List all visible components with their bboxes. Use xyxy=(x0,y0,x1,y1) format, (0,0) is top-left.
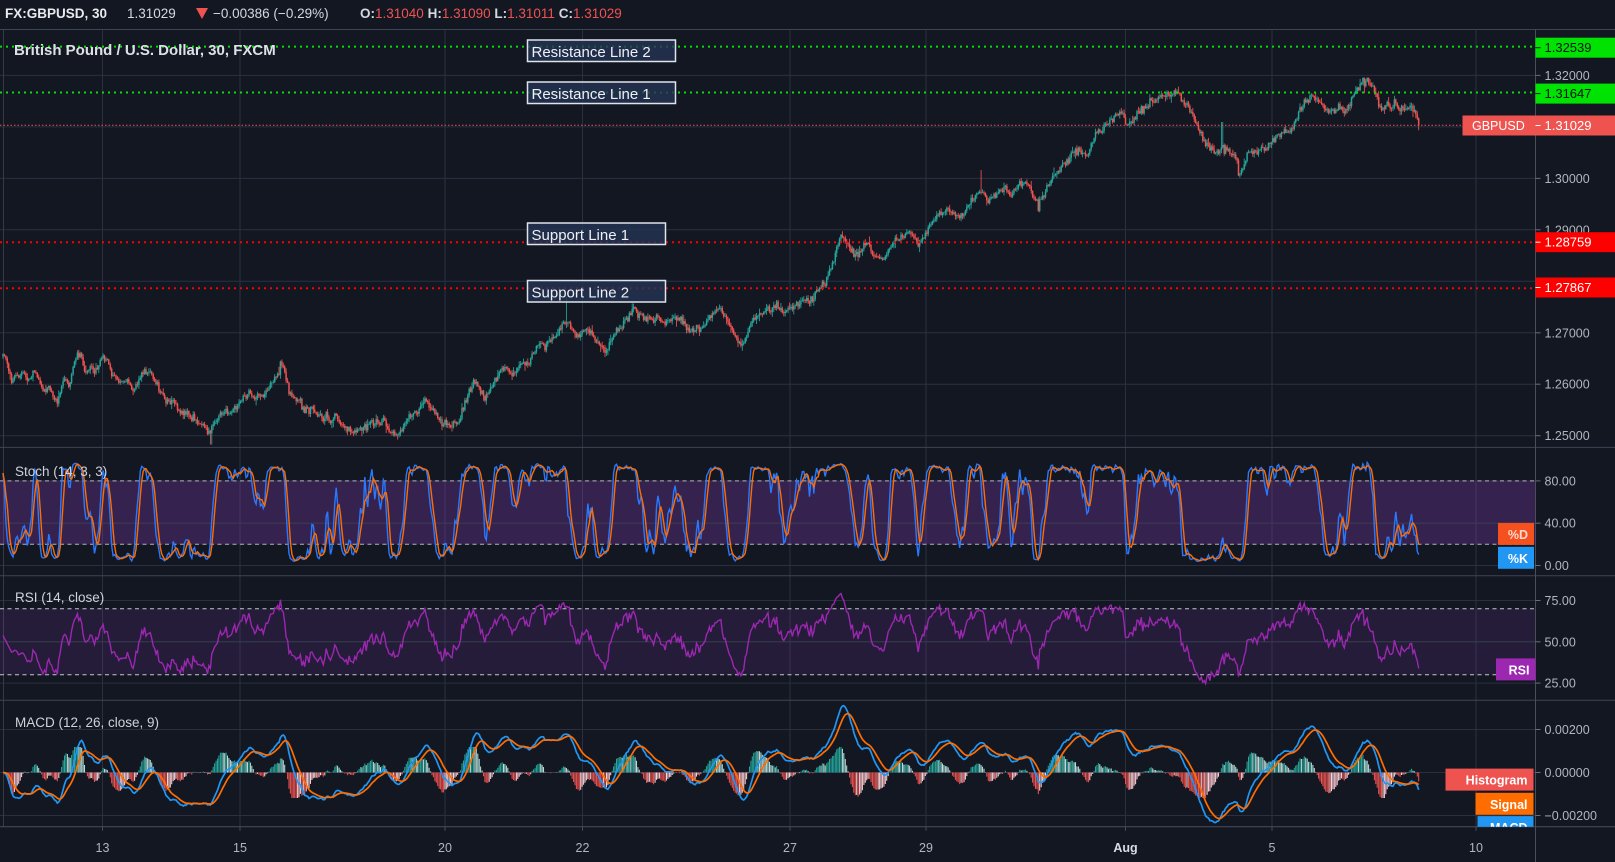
svg-text:MACD: MACD xyxy=(1490,821,1528,835)
svg-text:Histogram: Histogram xyxy=(1466,774,1528,788)
svg-text:1.30000: 1.30000 xyxy=(1545,172,1590,186)
svg-text:Support Line 2: Support Line 2 xyxy=(532,285,630,302)
svg-text:RSI: RSI xyxy=(1509,663,1530,677)
svg-text:−0.00200: −0.00200 xyxy=(1545,809,1598,823)
svg-text:0.00: 0.00 xyxy=(1545,559,1569,573)
svg-text:1.25000: 1.25000 xyxy=(1545,429,1590,443)
svg-text:1.28759: 1.28759 xyxy=(1545,235,1592,250)
svg-text:13: 13 xyxy=(96,841,110,855)
svg-text:RSI (14, close): RSI (14, close) xyxy=(15,590,104,605)
svg-text:10: 10 xyxy=(1469,841,1483,855)
svg-text:40.00: 40.00 xyxy=(1545,517,1576,531)
svg-text:%K: %K xyxy=(1508,552,1528,566)
svg-text:Resistance Line 1: Resistance Line 1 xyxy=(532,86,651,103)
svg-text:0.00000: 0.00000 xyxy=(1545,766,1590,780)
svg-text:1.27867: 1.27867 xyxy=(1545,280,1592,295)
svg-text:1.31029: 1.31029 xyxy=(127,6,176,21)
svg-text:Resistance Line 2: Resistance Line 2 xyxy=(532,44,651,61)
svg-text:British Pound / U.S. Dollar, 3: British Pound / U.S. Dollar, 30, FXCM xyxy=(14,42,276,59)
svg-text:5: 5 xyxy=(1269,841,1276,855)
svg-text:75.00: 75.00 xyxy=(1545,594,1576,608)
svg-text:0.00200: 0.00200 xyxy=(1545,723,1590,737)
svg-text:Aug: Aug xyxy=(1113,841,1137,855)
svg-text:%D: %D xyxy=(1508,528,1528,542)
svg-text:GBPUSD: GBPUSD xyxy=(1472,119,1525,133)
svg-text:O:1.31040 H:1.31090 L:1.31011: O:1.31040 H:1.31090 L:1.31011 C:1.31029 xyxy=(360,6,622,21)
svg-text:1.31647: 1.31647 xyxy=(1545,86,1592,101)
svg-text:Stoch (14, 3, 3): Stoch (14, 3, 3) xyxy=(15,464,107,479)
svg-text:25.00: 25.00 xyxy=(1545,677,1576,691)
svg-text:FX:GBPUSD, 30: FX:GBPUSD, 30 xyxy=(5,6,107,21)
svg-text:50.00: 50.00 xyxy=(1545,635,1576,649)
svg-text:MACD (12, 26, close, 9): MACD (12, 26, close, 9) xyxy=(15,715,159,730)
svg-text:1.31029: 1.31029 xyxy=(1545,118,1592,133)
svg-text:29: 29 xyxy=(919,841,933,855)
svg-text:1.32539: 1.32539 xyxy=(1545,40,1592,55)
svg-text:20: 20 xyxy=(438,841,452,855)
svg-text:1.26000: 1.26000 xyxy=(1545,378,1590,392)
svg-text:15: 15 xyxy=(233,841,247,855)
svg-text:22: 22 xyxy=(576,841,590,855)
svg-text:−0.00386 (−0.29%): −0.00386 (−0.29%) xyxy=(213,6,329,21)
svg-text:Support Line 1: Support Line 1 xyxy=(532,227,630,244)
svg-text:1.32000: 1.32000 xyxy=(1545,69,1590,83)
svg-text:1.27000: 1.27000 xyxy=(1545,326,1590,340)
svg-text:80.00: 80.00 xyxy=(1545,474,1576,488)
svg-text:27: 27 xyxy=(783,841,797,855)
svg-text:Signal: Signal xyxy=(1490,798,1528,812)
